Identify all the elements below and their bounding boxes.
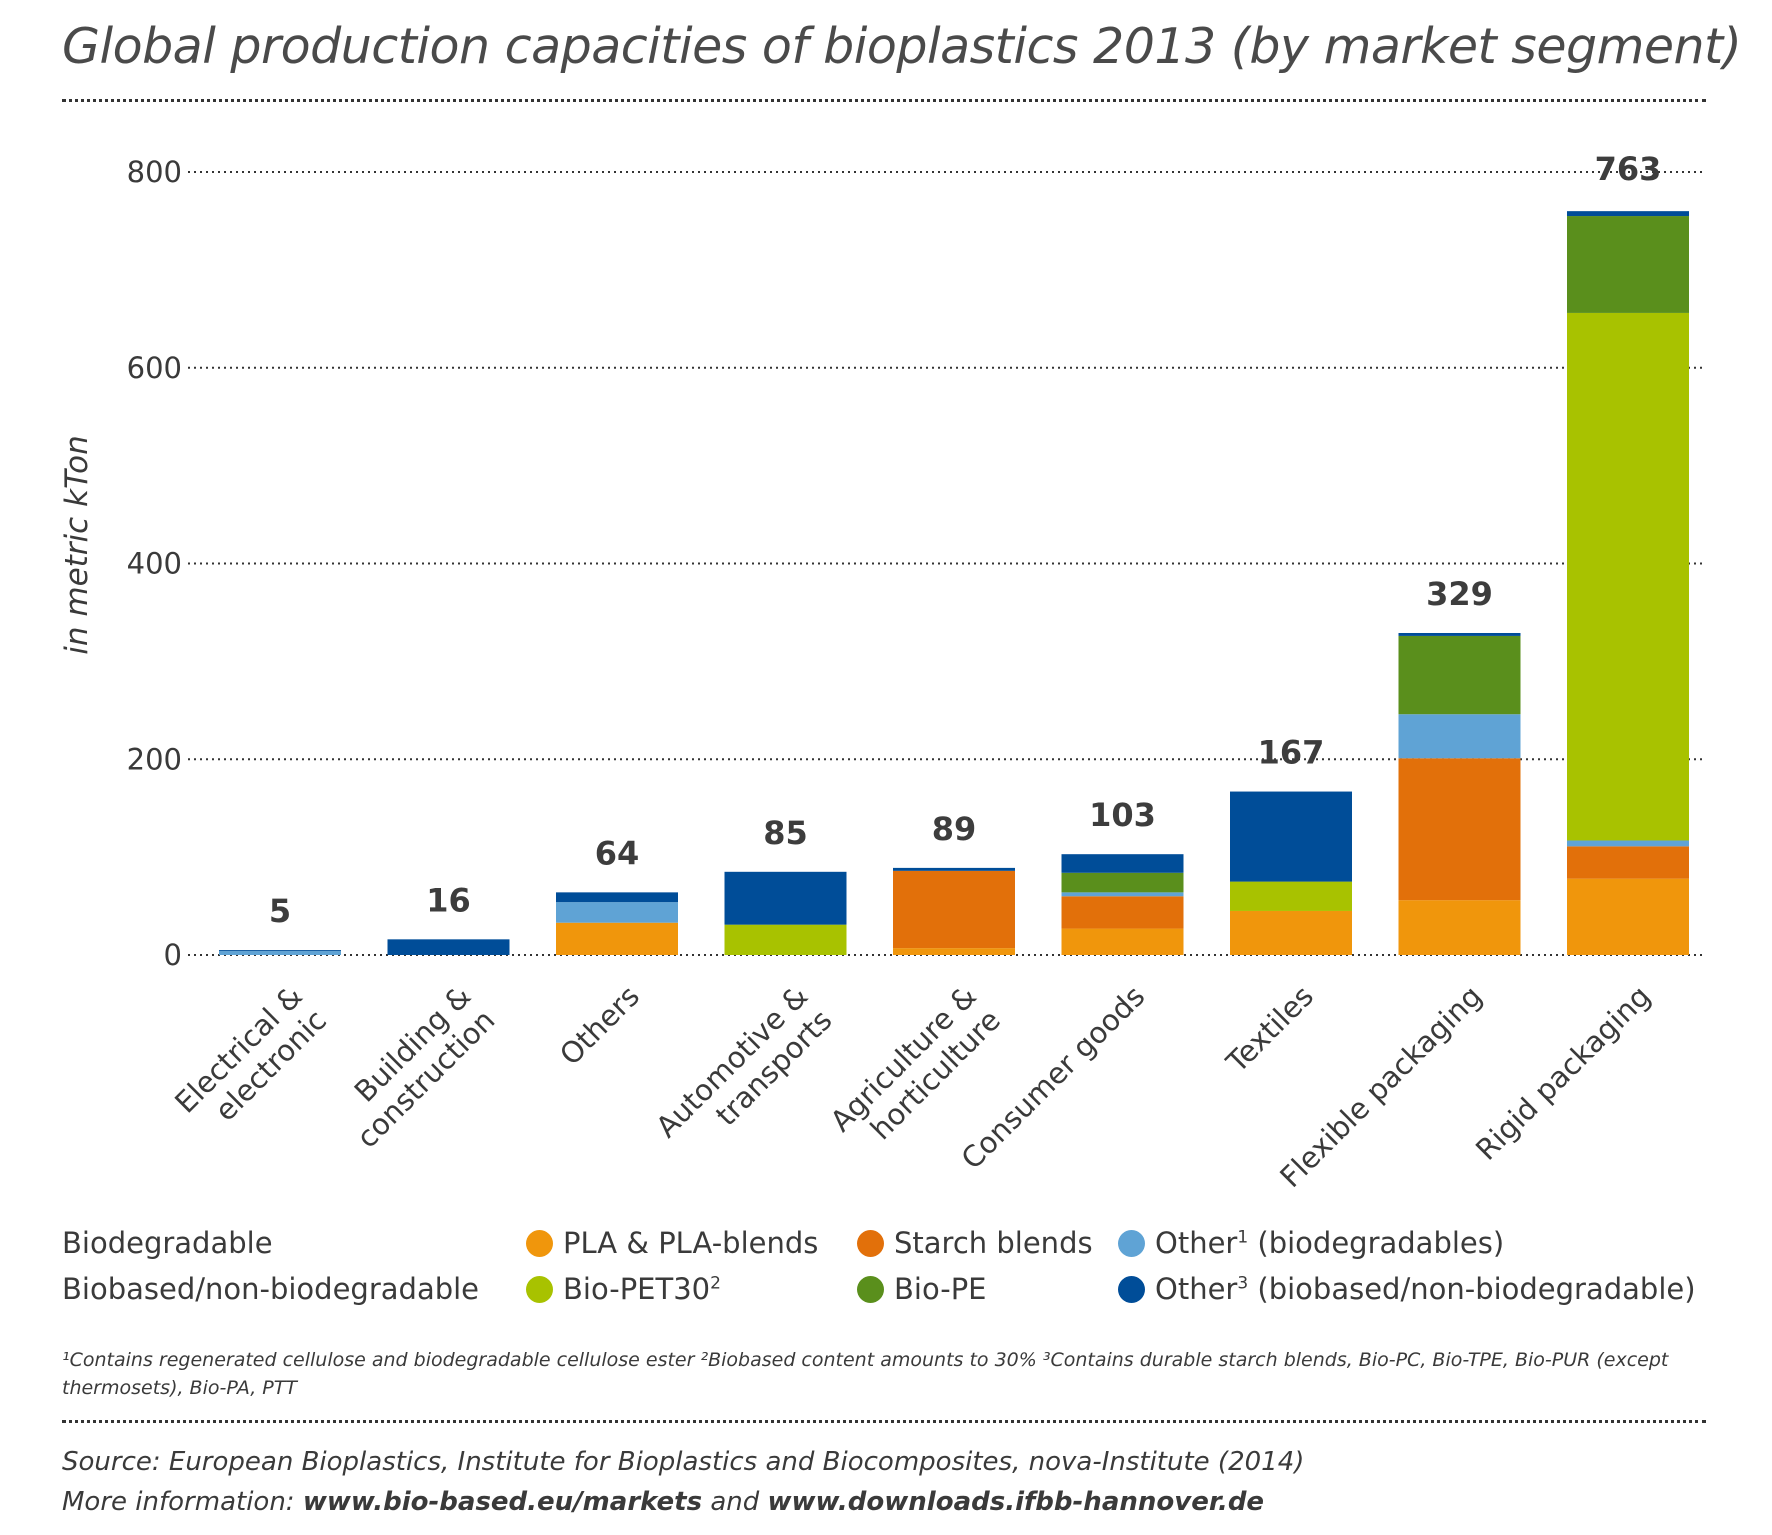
bar-segment-8-4	[1567, 216, 1689, 313]
bar-segment-5-1	[1061, 896, 1184, 929]
bar-segment-7-1	[1398, 758, 1521, 901]
legend-item-other-biodegradable: Other1 (biodegradables)	[1118, 1226, 1504, 1260]
bar-total-label-2: 64	[595, 834, 640, 872]
bar-total-label-0: 5	[269, 892, 291, 930]
category-label-6: Textiles	[1219, 979, 1320, 1080]
bar-segment-5-4	[1061, 872, 1184, 893]
legend-label-starch: Starch blends	[894, 1226, 1093, 1260]
category-label-8: Rigid packaging	[1469, 979, 1657, 1167]
y-tick-600: 600	[127, 351, 182, 385]
legend-swatch-other-biobased	[1118, 1275, 1145, 1303]
legend-swatch-biope	[857, 1275, 884, 1303]
bar-segment-2-5	[556, 892, 678, 903]
y-tick-0: 0	[164, 938, 182, 972]
legend-label-pla: PLA & PLA-blends	[563, 1226, 819, 1260]
bar-segment-0-5	[219, 950, 341, 952]
bar-total-label-1: 16	[426, 881, 471, 919]
legend-label-biopet: Bio-PET302	[563, 1272, 721, 1306]
bar-segment-8-2	[1567, 840, 1689, 847]
category-label-line-8-0: Rigid packaging	[1469, 979, 1657, 1167]
bar-total-label-6: 167	[1258, 734, 1325, 772]
more-info-prefix: More information:	[62, 1487, 295, 1517]
chart-title: Global production capacities of bioplast…	[62, 18, 1742, 75]
bar-segment-5-2	[1061, 892, 1184, 897]
bar-segment-7-2	[1398, 714, 1521, 759]
top-divider	[62, 99, 1706, 102]
legend-item-biope: Bio-PE	[857, 1272, 987, 1306]
bar-total-label-7: 329	[1426, 575, 1493, 613]
more-information-line: More information: www.bio-based.eu/marke…	[62, 1482, 1304, 1522]
bar-segment-4-5	[893, 867, 1015, 871]
bar-segment-7-4	[1398, 635, 1521, 715]
bar-segment-4-1	[893, 870, 1015, 949]
more-info-and: and	[710, 1487, 760, 1517]
bar-segment-4-0	[893, 948, 1015, 955]
bar-segment-8-5	[1567, 211, 1689, 217]
bar-segment-2-2	[556, 902, 678, 923]
y-tick-800: 800	[127, 155, 182, 189]
legend-group-biobased: Biobased/non-biodegradable	[62, 1272, 480, 1306]
bottom-divider	[62, 1420, 1706, 1423]
legend-label-other-biodegradable: Other1 (biodegradables)	[1155, 1226, 1505, 1260]
link-bio-based[interactable]: www.bio-based.eu/markets	[302, 1487, 703, 1517]
legend-swatch-pla	[526, 1229, 553, 1257]
category-label-3: Automotive &transports	[649, 979, 838, 1168]
bar-segment-2-0	[556, 922, 678, 955]
y-tick-200: 200	[127, 742, 182, 776]
bar-chart: 0 200 400 600 800 5 16 64 85 89 103 167 329 763 Elec…	[59, 150, 1706, 1194]
bar-segment-6-5	[1230, 791, 1352, 882]
link-ifbb-hannover[interactable]: www.downloads.ifbb-hannover.de	[767, 1487, 1265, 1517]
y-axis: 0 200 400 600 800	[127, 155, 182, 972]
bar-total-label-4: 89	[932, 810, 977, 848]
category-label-line-6-0: Textiles	[1219, 979, 1320, 1080]
bar-segment-7-0	[1398, 900, 1521, 955]
category-label-1: Building &construction	[326, 979, 502, 1155]
bar-segment-0-2	[219, 951, 341, 955]
legend-item-biopet: Bio-PET302	[526, 1272, 721, 1306]
y-tick-400: 400	[127, 547, 182, 581]
bar-segment-5-0	[1061, 928, 1184, 955]
bar-total-label-3: 85	[763, 814, 808, 852]
bar-total-label-5: 103	[1089, 796, 1156, 834]
bar-segment-8-3	[1567, 312, 1689, 841]
legend-item-pla: PLA & PLA-blends	[526, 1226, 818, 1260]
legend-swatch-other-biodegradable	[1118, 1229, 1145, 1257]
bar-segment-8-1	[1567, 846, 1689, 879]
bar-segment-5-5	[1061, 854, 1184, 873]
legend-group-biodegradable: Biodegradable	[62, 1226, 273, 1260]
bar-segment-3-5	[724, 871, 847, 925]
bar-total-label-8: 763	[1595, 150, 1662, 188]
category-label-2: Others	[553, 979, 646, 1072]
source-block: Source: European Bioplastics, Institute …	[62, 1442, 1304, 1522]
legend-label-other-biobased: Other3 (biobased/non-biodegradable)	[1155, 1272, 1696, 1306]
legend-swatch-starch	[857, 1229, 884, 1257]
bar-segment-6-0	[1230, 910, 1352, 955]
y-axis-label: in metric kTon	[59, 435, 95, 654]
category-labels: Electrical &electronic Building &construc…	[168, 979, 1657, 1194]
bar-segment-6-3	[1230, 881, 1352, 911]
legend-item-starch: Starch blends	[857, 1226, 1093, 1260]
bar-segment-8-0	[1567, 878, 1689, 955]
bar-segment-1-5	[387, 939, 510, 955]
legend-item-other-biobased: Other3 (biobased/non-biodegradable)	[1118, 1272, 1696, 1306]
legend-swatch-biopet	[526, 1275, 553, 1303]
source-line: Source: European Bioplastics, Institute …	[62, 1447, 1305, 1477]
bars: 5 16 64 85 89 103 167 329 763	[219, 150, 1689, 955]
category-label-0: Electrical &electronic	[168, 979, 333, 1144]
bar-segment-7-5	[1398, 632, 1521, 636]
legend-label-biope: Bio-PE	[894, 1272, 987, 1306]
category-label-line-2-0: Others	[553, 979, 646, 1072]
bar-segment-3-3	[724, 924, 847, 955]
footnote: ¹Contains regenerated cellulose and biod…	[62, 1349, 1669, 1399]
